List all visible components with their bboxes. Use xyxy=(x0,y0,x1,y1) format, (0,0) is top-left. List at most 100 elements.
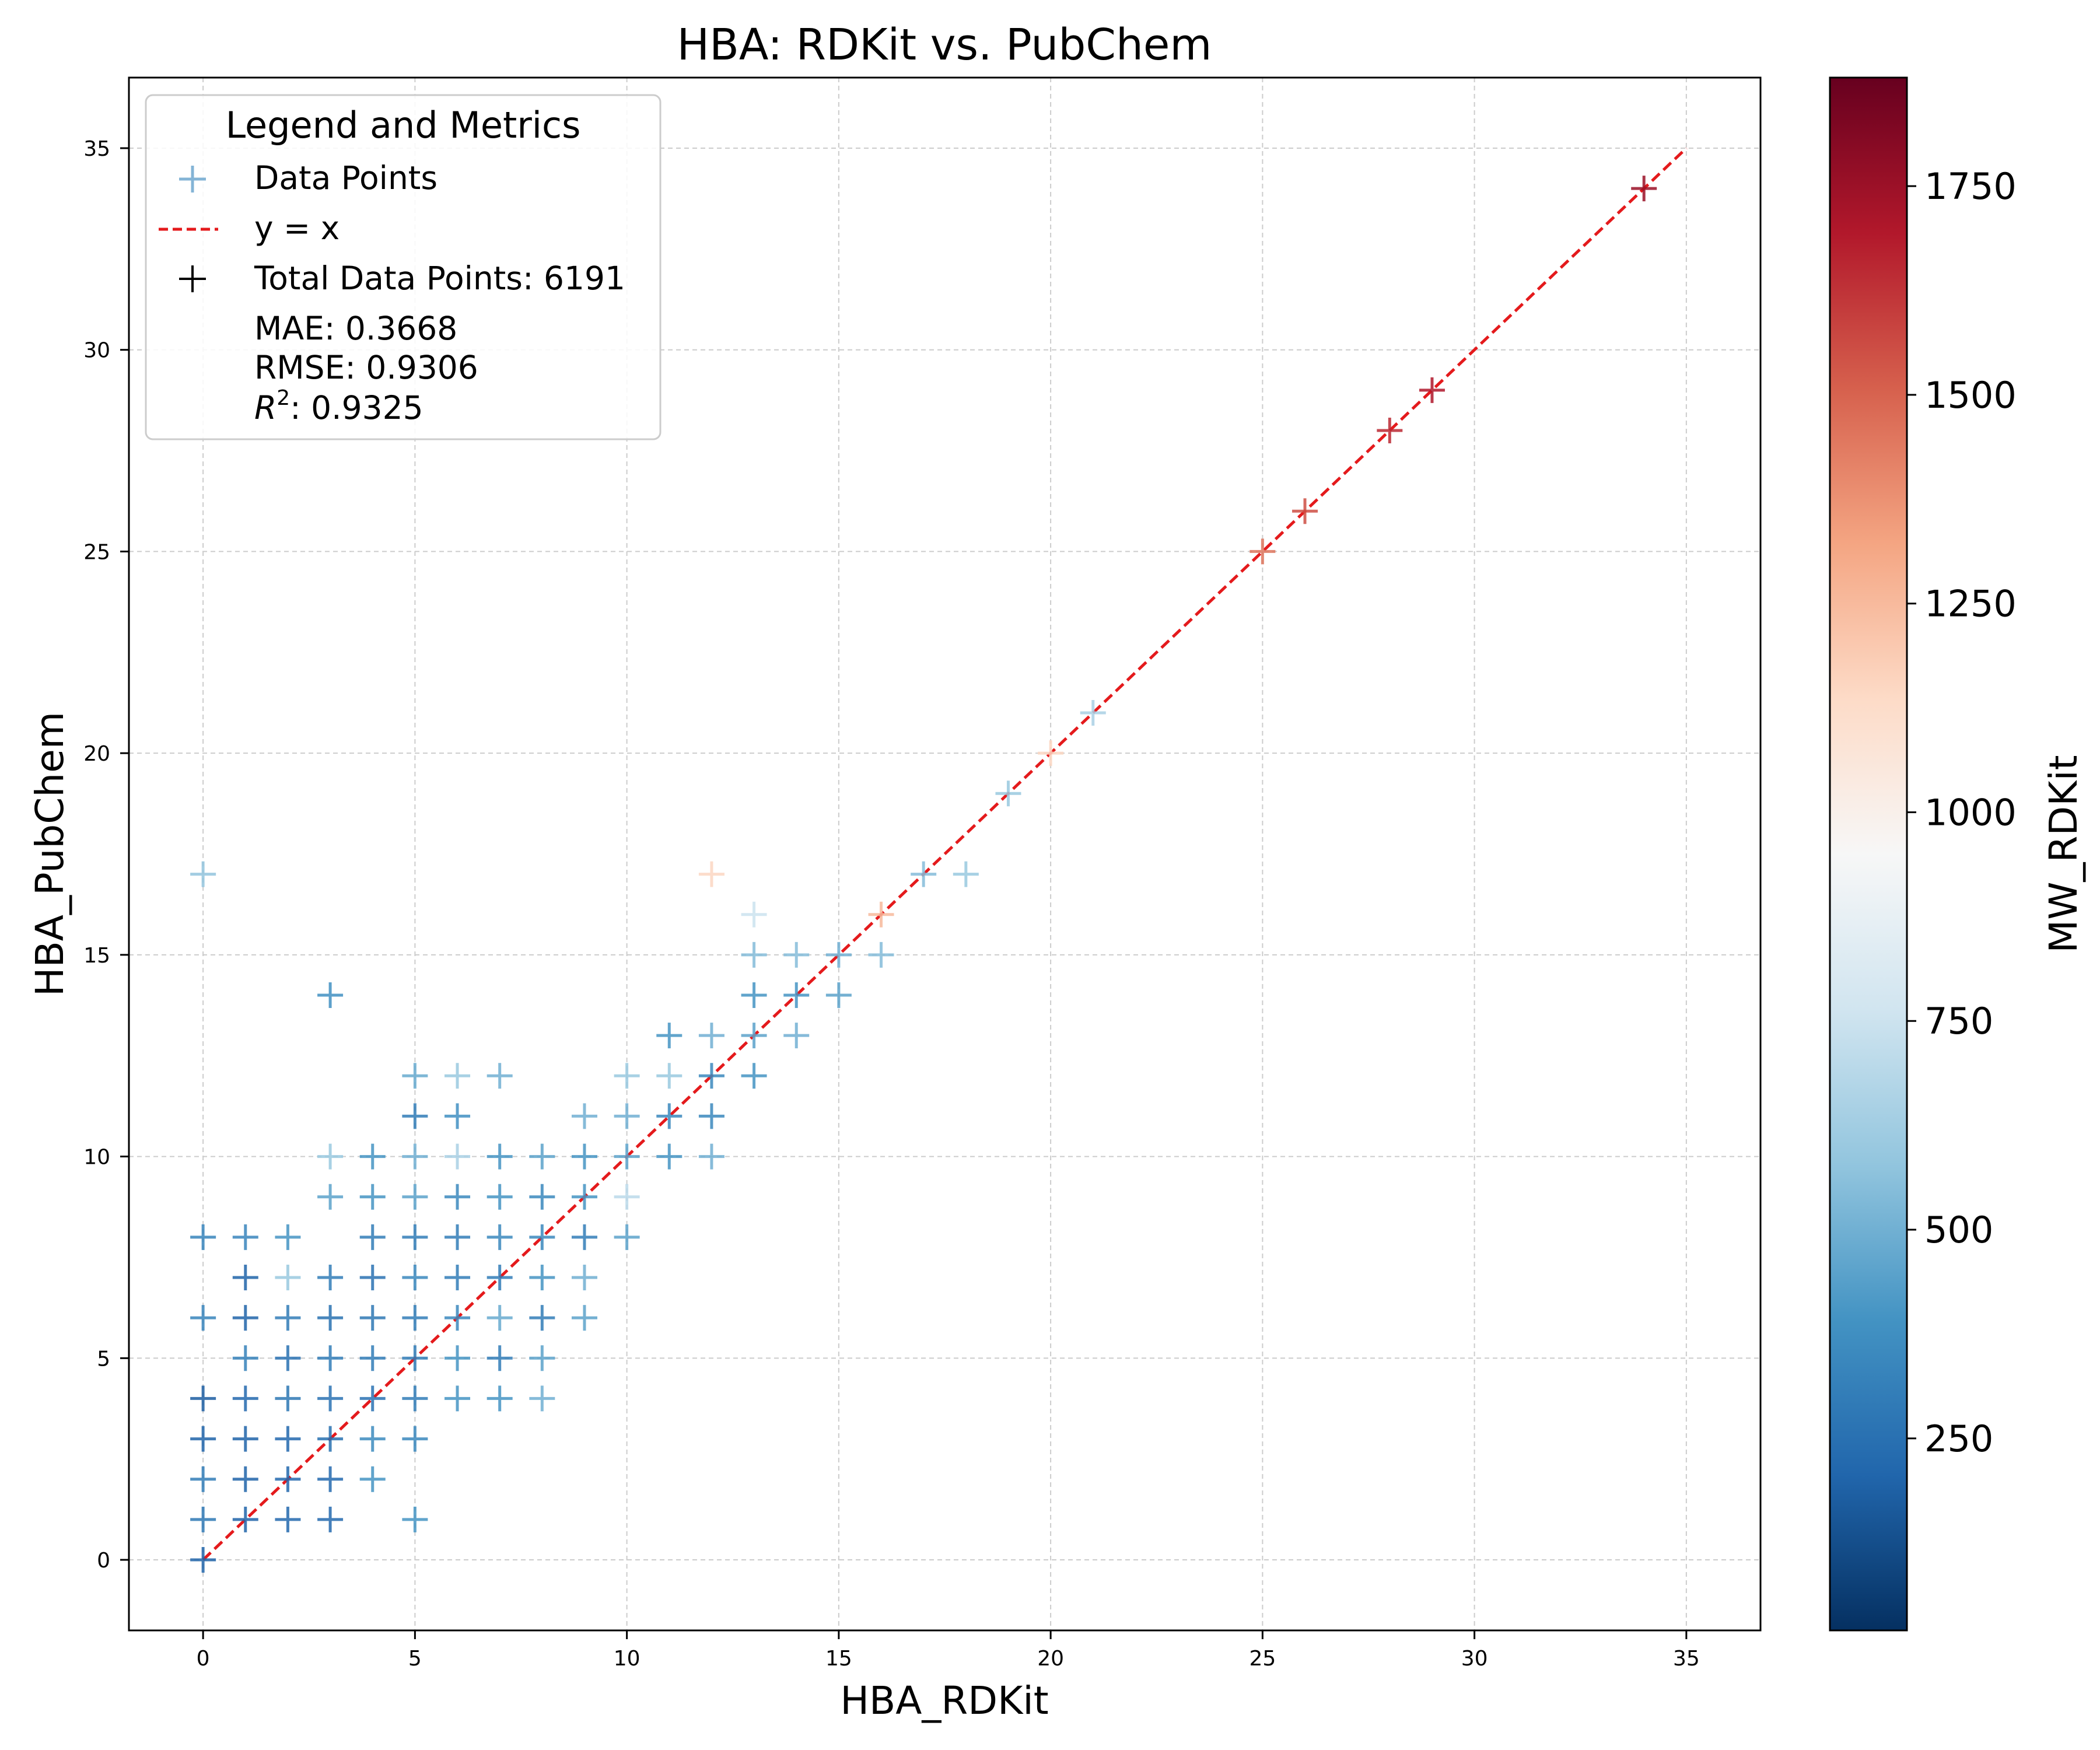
data-point xyxy=(190,1305,216,1331)
data-point xyxy=(529,1305,555,1331)
metric-r2-symbol: R xyxy=(254,389,276,426)
y-tick-label: 15 xyxy=(83,944,110,968)
metric-r2-value: : 0.9325 xyxy=(290,389,423,426)
x-tick-label: 0 xyxy=(197,1647,210,1671)
data-point xyxy=(529,1224,555,1250)
data-point xyxy=(698,1063,724,1089)
colorbar-tick-label: 1500 xyxy=(1924,374,2017,416)
colorbar-tick-label: 250 xyxy=(1924,1418,1993,1460)
legend: Legend and Metrics Data Points y = x Tot… xyxy=(145,94,662,440)
data-point xyxy=(487,1184,513,1210)
data-point xyxy=(868,942,894,968)
data-point xyxy=(444,1224,471,1250)
data-point xyxy=(698,1103,724,1129)
data-point xyxy=(1419,377,1445,403)
data-point xyxy=(444,1143,471,1170)
data-point xyxy=(317,1506,344,1532)
data-point xyxy=(232,1265,258,1290)
y-equals-x-line xyxy=(202,147,1688,1561)
colorbar-ticks: 250 500 750 1000 1250 1500 1750 xyxy=(1907,165,2017,1460)
data-point xyxy=(402,1265,428,1290)
data-point xyxy=(487,1345,513,1371)
data-point xyxy=(1292,498,1318,524)
data-point xyxy=(1080,700,1106,726)
data-point xyxy=(232,1426,258,1452)
data-point xyxy=(614,1063,640,1089)
y-tick-label: 5 xyxy=(97,1347,110,1371)
reference-line xyxy=(202,147,1688,1561)
data-point xyxy=(190,1224,216,1250)
data-point xyxy=(275,1506,301,1532)
data-point xyxy=(317,982,344,1008)
data-point xyxy=(190,861,216,887)
metric-mae: MAE: 0.3668 xyxy=(254,310,457,347)
data-point xyxy=(487,1305,513,1331)
x-axis-label: HBA_RDKit xyxy=(840,1678,1048,1723)
data-point xyxy=(359,1305,386,1331)
legend-title: Legend and Metrics xyxy=(226,104,581,146)
data-point xyxy=(571,1224,597,1250)
data-point xyxy=(317,1466,344,1492)
data-point xyxy=(487,1265,513,1290)
data-point xyxy=(232,1305,258,1331)
data-point xyxy=(232,1506,258,1532)
data-point xyxy=(529,1345,555,1371)
data-point xyxy=(402,1385,428,1412)
data-point xyxy=(359,1224,386,1250)
data-points xyxy=(190,176,1657,1573)
x-tick-label: 10 xyxy=(614,1647,640,1671)
data-point xyxy=(402,1184,428,1210)
colorbar-label: MW_RDKit xyxy=(2041,755,2086,953)
data-point xyxy=(402,1103,428,1129)
data-point xyxy=(317,1143,344,1170)
data-point xyxy=(232,1385,258,1412)
data-point xyxy=(1377,418,1403,443)
data-point xyxy=(402,1506,428,1532)
data-point xyxy=(444,1265,471,1290)
data-point xyxy=(190,1385,216,1412)
data-point xyxy=(317,1184,344,1210)
data-point xyxy=(232,1224,258,1250)
data-point xyxy=(487,1063,513,1089)
data-point xyxy=(995,780,1021,807)
data-point xyxy=(868,901,894,928)
y-axis-ticks: 0 5 10 15 20 25 30 35 xyxy=(83,137,129,1573)
data-point xyxy=(402,1426,428,1452)
data-point xyxy=(317,1385,344,1412)
data-point xyxy=(190,1547,216,1573)
y-tick-label: 0 xyxy=(97,1549,110,1573)
data-point xyxy=(529,1143,555,1170)
data-point xyxy=(1250,538,1276,565)
colorbar xyxy=(1829,76,1908,1632)
data-point xyxy=(275,1224,301,1250)
data-point xyxy=(444,1385,471,1412)
data-point xyxy=(614,1224,640,1250)
data-point xyxy=(317,1345,344,1371)
data-point xyxy=(402,1143,428,1170)
data-point xyxy=(487,1143,513,1170)
y-tick-label: 20 xyxy=(83,742,110,766)
data-point xyxy=(190,1426,216,1452)
data-point xyxy=(232,1466,258,1492)
data-point xyxy=(783,982,810,1008)
data-point xyxy=(275,1426,301,1452)
y-tick-label: 10 xyxy=(83,1146,110,1170)
y-tick-label: 35 xyxy=(83,137,110,161)
data-point xyxy=(741,901,767,928)
data-point xyxy=(317,1426,344,1452)
data-point xyxy=(529,1385,555,1412)
colorbar-tick-label: 1750 xyxy=(1924,165,2017,208)
metric-rmse: RMSE: 0.9306 xyxy=(254,349,478,386)
legend-entry-data-points: Data Points xyxy=(254,159,438,197)
data-point xyxy=(402,1305,428,1331)
data-point xyxy=(656,1143,682,1170)
data-point xyxy=(529,1184,555,1210)
data-point xyxy=(190,1506,216,1532)
y-tick-label: 25 xyxy=(83,540,110,564)
data-point xyxy=(275,1385,301,1412)
data-point xyxy=(953,861,979,887)
data-point xyxy=(359,1345,386,1371)
data-point xyxy=(359,1265,386,1290)
legend-box xyxy=(145,94,662,440)
